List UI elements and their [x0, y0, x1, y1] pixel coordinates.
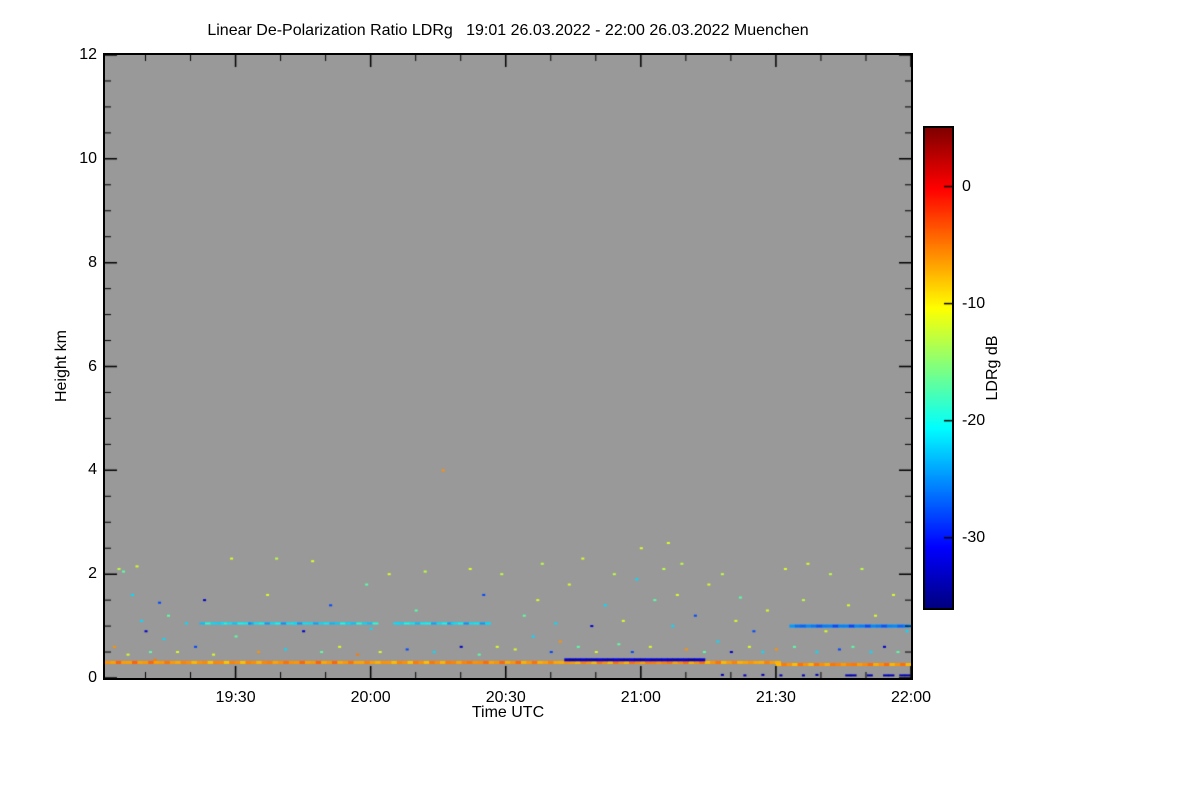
x-tick-label: 20:30 — [485, 689, 526, 706]
colorbar-label: LDRg dB — [984, 335, 1001, 401]
x-tick-label: 20:00 — [350, 689, 391, 706]
y-tick-label: 12 — [79, 46, 97, 63]
y-tick-label: 10 — [79, 149, 97, 167]
x-axis-label: Time UTC — [471, 704, 545, 721]
plot-canvas — [103, 53, 913, 680]
colorbar-tick-label: -20 — [962, 411, 986, 429]
y-tick-label: 0 — [88, 669, 97, 686]
x-tick-label: 21:30 — [755, 689, 796, 706]
colorbar-canvas — [923, 126, 954, 610]
y-tick-label: 2 — [88, 565, 97, 583]
x-tick-label: 19:30 — [215, 689, 256, 706]
y-tick-label: 6 — [88, 357, 97, 375]
y-tick-label: 8 — [88, 253, 97, 271]
x-tick-label: 22:00 — [890, 689, 932, 706]
chart-title: Linear De-Polarization Ratio LDRg 19:01 … — [207, 22, 809, 39]
y-tick-label: 4 — [88, 461, 97, 479]
x-tick-label: 21:00 — [620, 689, 661, 706]
colorbar-tick-label: -10 — [962, 294, 986, 312]
colorbar-tick-label: 0 — [962, 177, 971, 195]
colorbar-tick-label: -30 — [962, 528, 986, 546]
